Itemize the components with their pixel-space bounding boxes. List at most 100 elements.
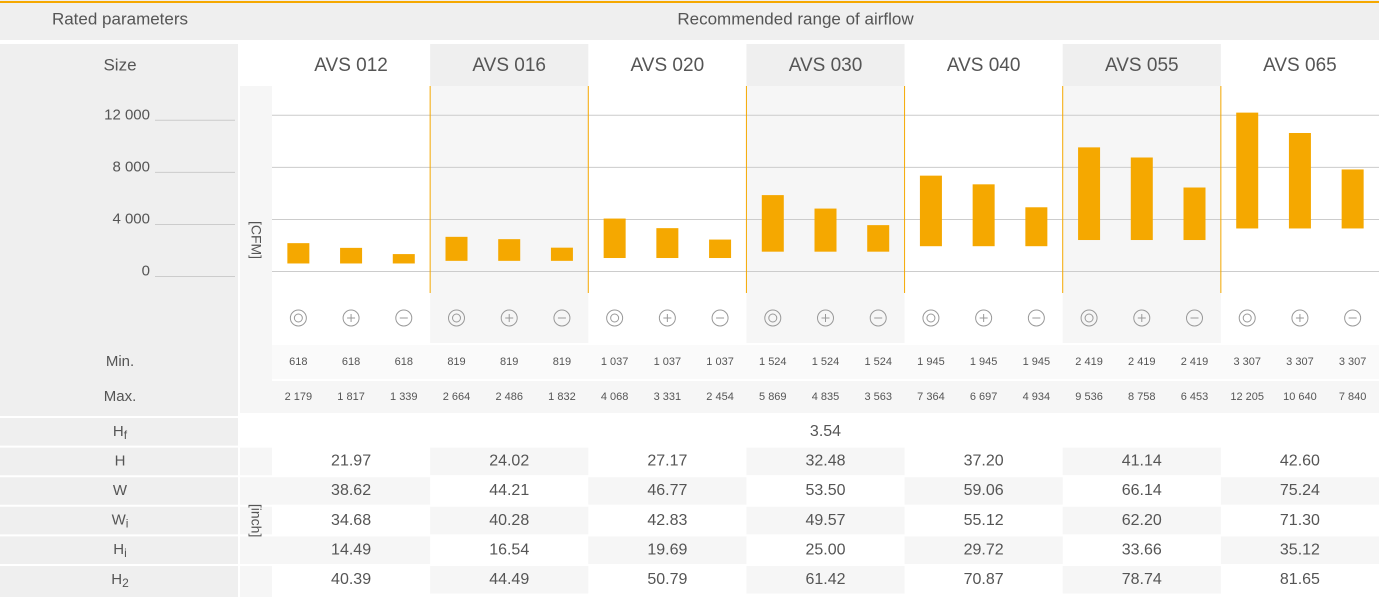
bar	[1341, 169, 1364, 229]
max-value: 2 664	[443, 391, 471, 403]
max-value: 4 934	[1023, 391, 1051, 403]
dim-value: 21.97	[331, 453, 371, 470]
min-value: 1 524	[864, 356, 892, 368]
y-tick-label: 0	[142, 262, 150, 279]
mode-icon	[1238, 309, 1256, 327]
dim-value: 38.62	[331, 482, 371, 499]
max-value: 4 068	[601, 391, 629, 403]
min-value: 1 524	[812, 356, 840, 368]
max-value: 2 454	[706, 391, 734, 403]
dim-value: 53.50	[805, 482, 845, 499]
min-value: 1 945	[1023, 356, 1051, 368]
mode-icon	[658, 309, 676, 327]
cell-bg	[588, 476, 747, 505]
row-label: H	[115, 452, 126, 469]
y-tick-label: 12 000	[104, 106, 150, 123]
min-value: 3 307	[1233, 356, 1261, 368]
min-value: 2 419	[1181, 356, 1209, 368]
min-value: 618	[395, 356, 413, 368]
row-label: Min.	[106, 353, 134, 370]
cell-bg	[1220, 535, 1379, 564]
bar	[392, 254, 415, 264]
bar	[1288, 132, 1311, 229]
row-label: H2	[111, 571, 129, 590]
mode-icon	[1027, 309, 1045, 327]
dim-value: 71.30	[1280, 512, 1320, 529]
mode-icon	[500, 309, 518, 327]
size-name: AVS 065	[1263, 55, 1337, 76]
cell-bg	[746, 565, 905, 594]
min-value: 618	[289, 356, 307, 368]
min-value: 819	[553, 356, 571, 368]
mode-icon	[452, 313, 461, 323]
dim-value: 33.66	[1122, 541, 1162, 558]
cell-bg	[430, 505, 589, 535]
row-label: W	[113, 482, 128, 499]
y-axis-label: [CFM]	[248, 221, 264, 259]
cell-bg	[904, 476, 1063, 505]
bar	[1025, 207, 1048, 247]
max-value: 3 563	[864, 391, 892, 403]
mode-icon	[1080, 309, 1098, 327]
max-value: 7 364	[917, 391, 945, 403]
size-bg	[746, 44, 905, 86]
label-main: H	[111, 571, 122, 588]
bar	[761, 195, 784, 252]
mode-icon	[1084, 313, 1094, 323]
chart-group-bg	[430, 86, 589, 343]
size-bg	[430, 44, 589, 86]
label-main: H	[113, 541, 124, 558]
mode-icon	[817, 309, 834, 327]
size-name: AVS 020	[631, 55, 705, 76]
label-main: W	[112, 512, 127, 529]
bar	[867, 225, 890, 252]
max-value: 7 840	[1339, 391, 1367, 403]
bar	[1183, 187, 1206, 241]
label-sub: i	[124, 546, 127, 560]
max-value: 4 835	[812, 391, 840, 403]
dim-value: 50.79	[647, 571, 687, 588]
row-label: Hf	[113, 423, 128, 442]
dim-value: 34.68	[331, 512, 371, 529]
unit-label: [inch]	[248, 504, 264, 537]
dim-value: 19.69	[647, 541, 687, 558]
row-label: Max.	[104, 388, 137, 405]
mode-icon	[711, 309, 729, 327]
size-name: AVS 016	[472, 55, 546, 76]
bar	[1078, 147, 1101, 241]
cell-bg	[746, 446, 905, 476]
min-value: 3 307	[1339, 356, 1367, 368]
bar	[1236, 112, 1259, 229]
min-value: 1 037	[601, 356, 629, 368]
min-value: 2 419	[1075, 356, 1103, 368]
mode-icon	[869, 309, 887, 327]
size-name: AVS 030	[789, 55, 863, 76]
max-value: 9 536	[1075, 391, 1103, 403]
cell-bg	[1220, 476, 1379, 505]
mode-icon	[606, 309, 624, 327]
dim-value: 81.65	[1280, 571, 1320, 588]
size-label: Size	[103, 55, 136, 74]
header-left: Rated parameters	[52, 9, 188, 28]
cell-bg	[272, 535, 431, 564]
dim-value: 42.83	[647, 512, 687, 529]
label-sub: 2	[122, 576, 129, 590]
bar	[919, 175, 942, 247]
dim-value: 37.20	[964, 453, 1004, 470]
dim-value: 78.74	[1122, 571, 1162, 588]
bar	[445, 236, 468, 261]
y-tick-label: 4 000	[112, 210, 150, 227]
mode-icon	[289, 309, 307, 327]
dim-value: 24.02	[489, 453, 529, 470]
max-value: 3 331	[654, 391, 682, 403]
mode-icon	[610, 313, 620, 323]
min-value: 819	[500, 356, 518, 368]
dim-value: 55.12	[964, 512, 1004, 529]
header-right: Recommended range of airflow	[677, 9, 914, 28]
mode-icon	[1242, 313, 1252, 323]
bar	[603, 218, 626, 259]
cell-bg	[1062, 446, 1221, 476]
cell-bg	[746, 505, 905, 535]
max-value: 8 758	[1128, 391, 1156, 403]
